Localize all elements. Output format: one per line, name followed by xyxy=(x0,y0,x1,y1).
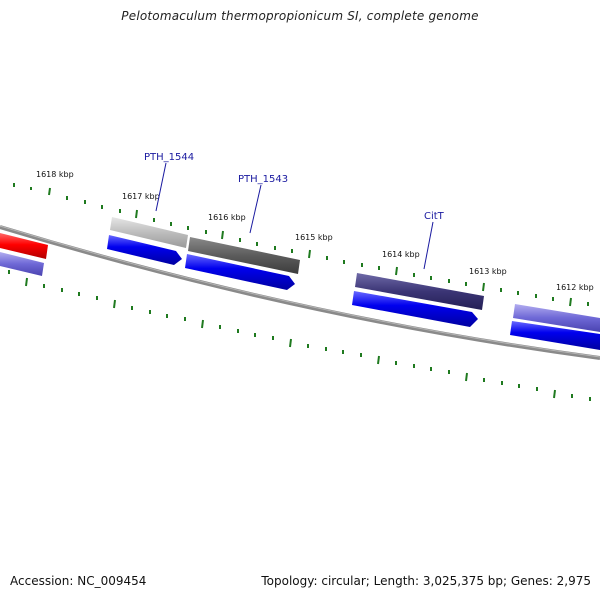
kbp-label: 1618 kbp xyxy=(36,170,74,179)
kbp-label: 1617 kbp xyxy=(122,192,160,201)
gene-leader-line xyxy=(249,184,262,234)
feature-box-red[interactable] xyxy=(0,233,48,259)
major-tick xyxy=(201,319,204,329)
major-tick xyxy=(465,372,468,382)
feature-box-lavender-left[interactable] xyxy=(0,252,44,276)
gene-label[interactable]: PTH_1543 xyxy=(238,174,288,185)
genome-title: Pelotomaculum thermopropionicum SI, comp… xyxy=(121,9,479,23)
outer-tick-ring xyxy=(13,183,589,307)
kbp-label: 1614 kbp xyxy=(382,250,420,259)
feature-box-navy[interactable] xyxy=(355,273,484,310)
feature-box-dark-gray[interactable] xyxy=(188,237,300,274)
gene-label[interactable]: PTH_1544 xyxy=(144,152,194,163)
kbp-label: 1612 kbp xyxy=(556,283,594,292)
feature-box-light-gray[interactable] xyxy=(110,217,188,248)
genome-backbone xyxy=(0,225,600,360)
inner-tick-ring xyxy=(8,270,591,401)
gene-label[interactable]: CitT xyxy=(424,211,445,222)
major-tick xyxy=(553,389,556,399)
major-tick xyxy=(221,230,224,240)
major-tick xyxy=(289,338,292,348)
cds-arrow[interactable] xyxy=(185,254,295,290)
major-tick xyxy=(482,282,485,292)
major-tick xyxy=(377,355,380,365)
kbp-label: 1616 kbp xyxy=(208,213,246,222)
major-tick xyxy=(308,249,311,259)
major-tick xyxy=(135,209,138,219)
major-tick xyxy=(395,266,398,276)
gene-leader-line xyxy=(423,221,434,270)
accession-text: Accession: NC_009454 xyxy=(10,574,147,588)
kbp-label: 1613 kbp xyxy=(469,267,507,276)
major-tick xyxy=(113,299,116,309)
genome-summary-text: Topology: circular; Length: 3,025,375 bp… xyxy=(261,574,591,588)
major-tick xyxy=(48,187,51,196)
feature-box-lavender[interactable] xyxy=(513,304,600,332)
major-tick xyxy=(569,297,572,307)
kbp-label: 1615 kbp xyxy=(295,233,333,242)
cds-arrow[interactable] xyxy=(510,321,600,350)
gene-leader-line xyxy=(155,162,167,212)
cds-arrow[interactable] xyxy=(107,235,182,265)
major-tick xyxy=(25,277,28,287)
cds-arrow[interactable] xyxy=(352,291,478,327)
